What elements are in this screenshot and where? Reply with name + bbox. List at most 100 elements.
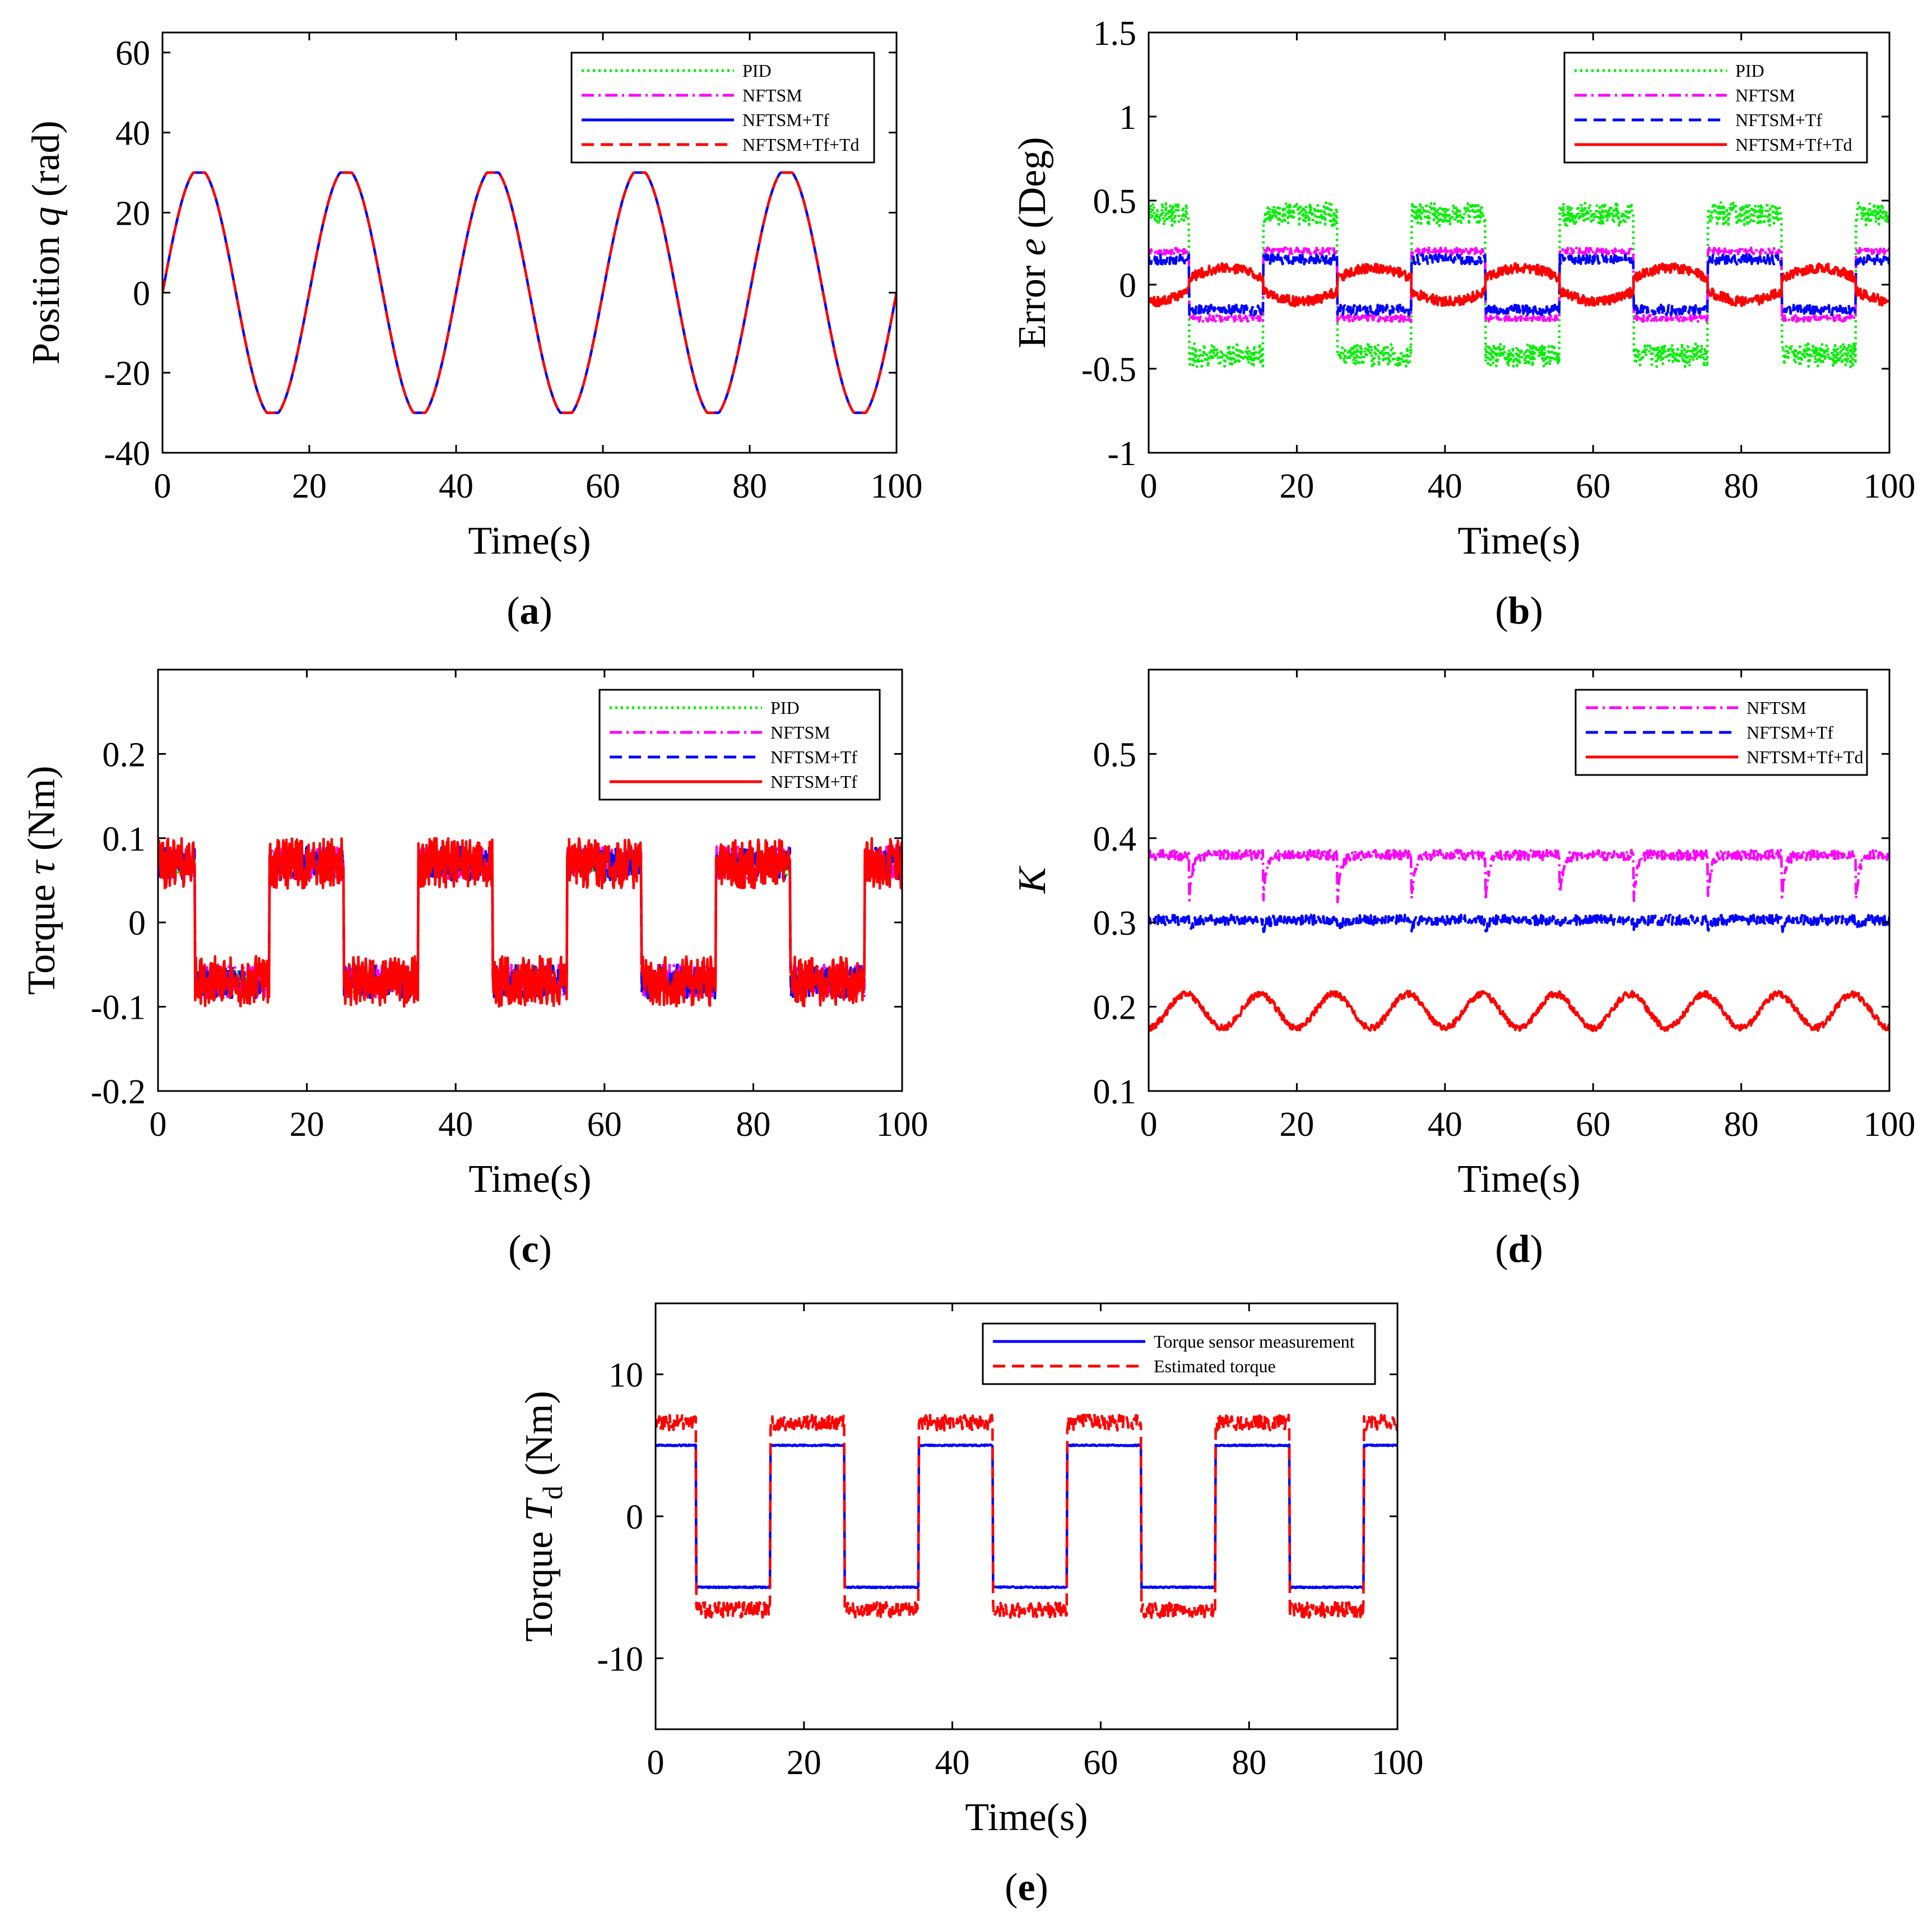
x-tick-label: 40: [438, 1106, 473, 1144]
x-tick-label: 20: [787, 1744, 821, 1782]
series-group: [158, 837, 902, 1008]
panel-label: (e): [1005, 1866, 1048, 1909]
y-axis-label: Position q (rad): [25, 120, 68, 365]
series-line-pid: [1149, 201, 1889, 369]
y-tick-label: 0: [1119, 267, 1136, 305]
series-group: [1149, 201, 1889, 369]
legend-label: NFTSM+Tf+Td: [742, 134, 860, 155]
x-tick-label: 100: [1864, 1106, 1916, 1144]
y-axis-label: Error e (Deg): [1011, 137, 1054, 348]
x-tick-label: 100: [1372, 1744, 1424, 1782]
x-tick-label: 40: [935, 1744, 970, 1782]
y-tick-label: -0.5: [1081, 351, 1136, 389]
legend: PID NFTSM NFTSM+Tf NFTSM+Tf: [598, 689, 881, 801]
x-tick-label: 20: [290, 1106, 324, 1144]
y-tick-label: 0.2: [1093, 989, 1137, 1027]
y-tick-label: -1: [1107, 435, 1136, 473]
x-tick-label: 60: [586, 467, 620, 505]
axes-frame: [161, 31, 898, 454]
legend: Torque sensor measurement Estimated torqu…: [982, 1322, 1376, 1385]
x-tick-label: 20: [1279, 1106, 1314, 1144]
y-tick-label: 1: [1119, 99, 1136, 137]
legend-label: NFTSM: [770, 722, 830, 742]
x-tick-label: 60: [1576, 1106, 1610, 1144]
y-tick-label: -40: [104, 435, 150, 473]
y-tick-label: 0.5: [1093, 736, 1137, 774]
x-tick-label: 80: [1232, 1744, 1266, 1782]
legend-label: NFTSM: [742, 85, 802, 105]
x-axis-label: Time(s): [1457, 519, 1580, 563]
panel-label: (c): [508, 1228, 552, 1271]
chart-panel-c: 0 20 40 60 80 100 -0.2 -0.1 0 0.1 0.2 Time(s) Torque…: [20, 668, 928, 1271]
series-line-torque-sensor-measurement: [656, 1443, 1397, 1590]
legend-label: NFTSM: [1735, 85, 1795, 105]
y-tick-label: 0.4: [1093, 820, 1137, 858]
series-group: [1149, 848, 1889, 1032]
y-tick-label: 10: [609, 1357, 643, 1395]
panel-label: (a): [507, 589, 552, 633]
legend-label: NFTSM+Tf+Td: [1735, 134, 1852, 155]
legend-label: NFTSM+Tf: [1747, 722, 1833, 742]
series-line-nftsm: [1149, 246, 1889, 323]
series-line-nftsm: [1149, 848, 1889, 903]
y-tick-label: -0.2: [91, 1073, 146, 1111]
legend-label: NFTSM+Tf: [770, 747, 857, 767]
x-tick-label: 20: [1279, 467, 1314, 505]
y-axis-label: Torque Td (Nm): [518, 1391, 568, 1642]
y-axis-label: K: [1011, 865, 1054, 894]
y-tick-label: 40: [115, 115, 150, 153]
legend-label: PID: [1735, 61, 1764, 81]
legend-label: NFTSM+Tf: [770, 772, 857, 792]
x-tick-label: 40: [1428, 467, 1462, 505]
x-tick-label: 0: [1140, 1106, 1158, 1144]
legend-label: NFTSM+Tf: [1735, 110, 1822, 130]
legend-label: Torque sensor measurement: [1154, 1331, 1355, 1352]
y-tick-label: 0.1: [1093, 1073, 1137, 1111]
y-tick-label: -10: [597, 1640, 643, 1678]
legend: NFTSM NFTSM+Tf NFTSM+Tf+Td: [1575, 689, 1868, 776]
x-tick-label: 60: [1576, 467, 1610, 505]
series-group: [162, 171, 897, 414]
y-tick-label: 0.3: [1093, 904, 1137, 943]
y-tick-label: -20: [104, 355, 150, 393]
x-tick-label: 0: [154, 467, 171, 505]
series-group: [656, 1413, 1397, 1619]
chart-panel-b: 0 20 40 60 80 100 -1 -0.5 0 0.5 1 1.5 Time(s) Error e…: [1011, 15, 1916, 633]
chart-panel-d: 0 20 40 60 80 100 0.1 0.2 0.3 0.4 0.5 Time(s) K NFTSM…: [1011, 668, 1916, 1271]
legend: PID NFTSM NFTSM+Tf NFTSM+Tf+Td: [1563, 52, 1868, 164]
x-tick-label: 40: [439, 467, 473, 505]
series-line-nftsm-tf: [158, 837, 902, 1008]
axes-frame: [1148, 668, 1891, 1092]
legend: PID NFTSM NFTSM+Tf NFTSM+Tf+Td: [570, 52, 875, 164]
x-axis-label: Time(s): [468, 1158, 591, 1201]
x-tick-label: 80: [1724, 1106, 1759, 1144]
series-line-nftsm-tf: [1149, 253, 1889, 317]
legend-label: NFTSM: [1747, 698, 1806, 718]
x-tick-label: 40: [1428, 1106, 1462, 1144]
x-tick-label: 100: [871, 467, 923, 505]
axes-frame: [1148, 31, 1891, 454]
x-axis-label: Time(s): [1457, 1158, 1580, 1201]
legend-label: NFTSM+Tf+Td: [1747, 747, 1864, 767]
x-tick-label: 80: [732, 467, 767, 505]
panel-label: (d): [1495, 1228, 1543, 1271]
y-tick-label: -0.1: [91, 989, 146, 1027]
x-tick-label: 100: [1864, 467, 1916, 505]
y-tick-label: 0.2: [103, 736, 146, 774]
x-tick-label: 0: [647, 1744, 665, 1782]
chart-panel-a: 0 20 40 60 80 100 -40 -20 0 20 40 60 Time(s) Position…: [25, 31, 923, 633]
x-tick-label: 80: [1724, 467, 1759, 505]
y-tick-label: 0: [133, 275, 150, 313]
legend-label: PID: [742, 61, 772, 81]
x-axis-label: Time(s): [965, 1796, 1088, 1839]
x-tick-label: 80: [736, 1106, 770, 1144]
y-tick-label: 0.1: [103, 820, 146, 858]
x-axis-label: Time(s): [468, 519, 591, 563]
x-tick-label: 60: [1083, 1744, 1118, 1782]
legend-label: NFTSM+Tf: [742, 110, 829, 130]
y-tick-label: 20: [115, 194, 150, 233]
series-line-estimated-torque: [656, 1413, 1397, 1619]
x-tick-label: 60: [587, 1106, 622, 1144]
y-tick-label: 0: [626, 1498, 643, 1536]
y-tick-label: 0.5: [1093, 183, 1137, 221]
